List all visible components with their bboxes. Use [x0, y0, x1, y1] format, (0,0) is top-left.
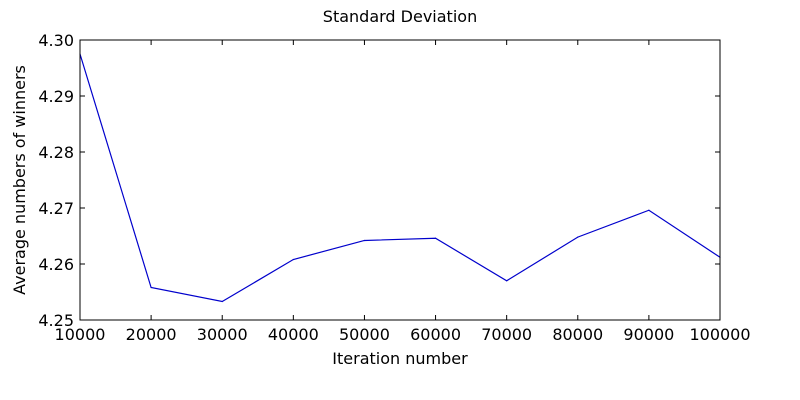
data-point: [150, 286, 152, 289]
x-tick-label: 80000: [552, 325, 603, 344]
data-point: [648, 209, 650, 211]
data-point: [506, 280, 508, 282]
data-point: [221, 300, 223, 303]
plot-frame: [79, 39, 721, 321]
x-axis-label: Iteration number: [332, 349, 468, 368]
chart-title: Standard Deviation: [323, 7, 477, 26]
y-tick-label: 4.30: [38, 31, 74, 50]
y-tick-label: 4.26: [38, 255, 74, 274]
x-tick-label: 40000: [268, 325, 319, 344]
y-tick-label: 4.29: [38, 87, 74, 106]
y-axis-label: Average numbers of winners: [10, 65, 29, 295]
series-line: [79, 53, 721, 303]
x-tick-label: 60000: [410, 325, 461, 344]
ticks-layer: 10000 20000 30000 40000 50000 60000 70000 80000…: [38, 31, 750, 344]
x-tick-label: 70000: [481, 325, 532, 344]
x-tick-label: 100000: [689, 325, 750, 344]
x-tick-label: 10000: [55, 325, 106, 344]
x-tick-label: 20000: [126, 325, 177, 344]
y-tick-label: 4.27: [38, 199, 74, 218]
x-tick-label: 50000: [339, 325, 390, 344]
data-point: [577, 236, 579, 238]
y-tick-label: 4.28: [38, 143, 74, 162]
series-layer: [79, 53, 721, 303]
data-point: [292, 258, 294, 261]
data-point: [434, 237, 437, 239]
y-tick-label: 4.25: [38, 311, 74, 330]
x-tick-label: 90000: [623, 325, 674, 344]
x-tick-label: 30000: [197, 325, 248, 344]
data-point: [363, 239, 366, 242]
